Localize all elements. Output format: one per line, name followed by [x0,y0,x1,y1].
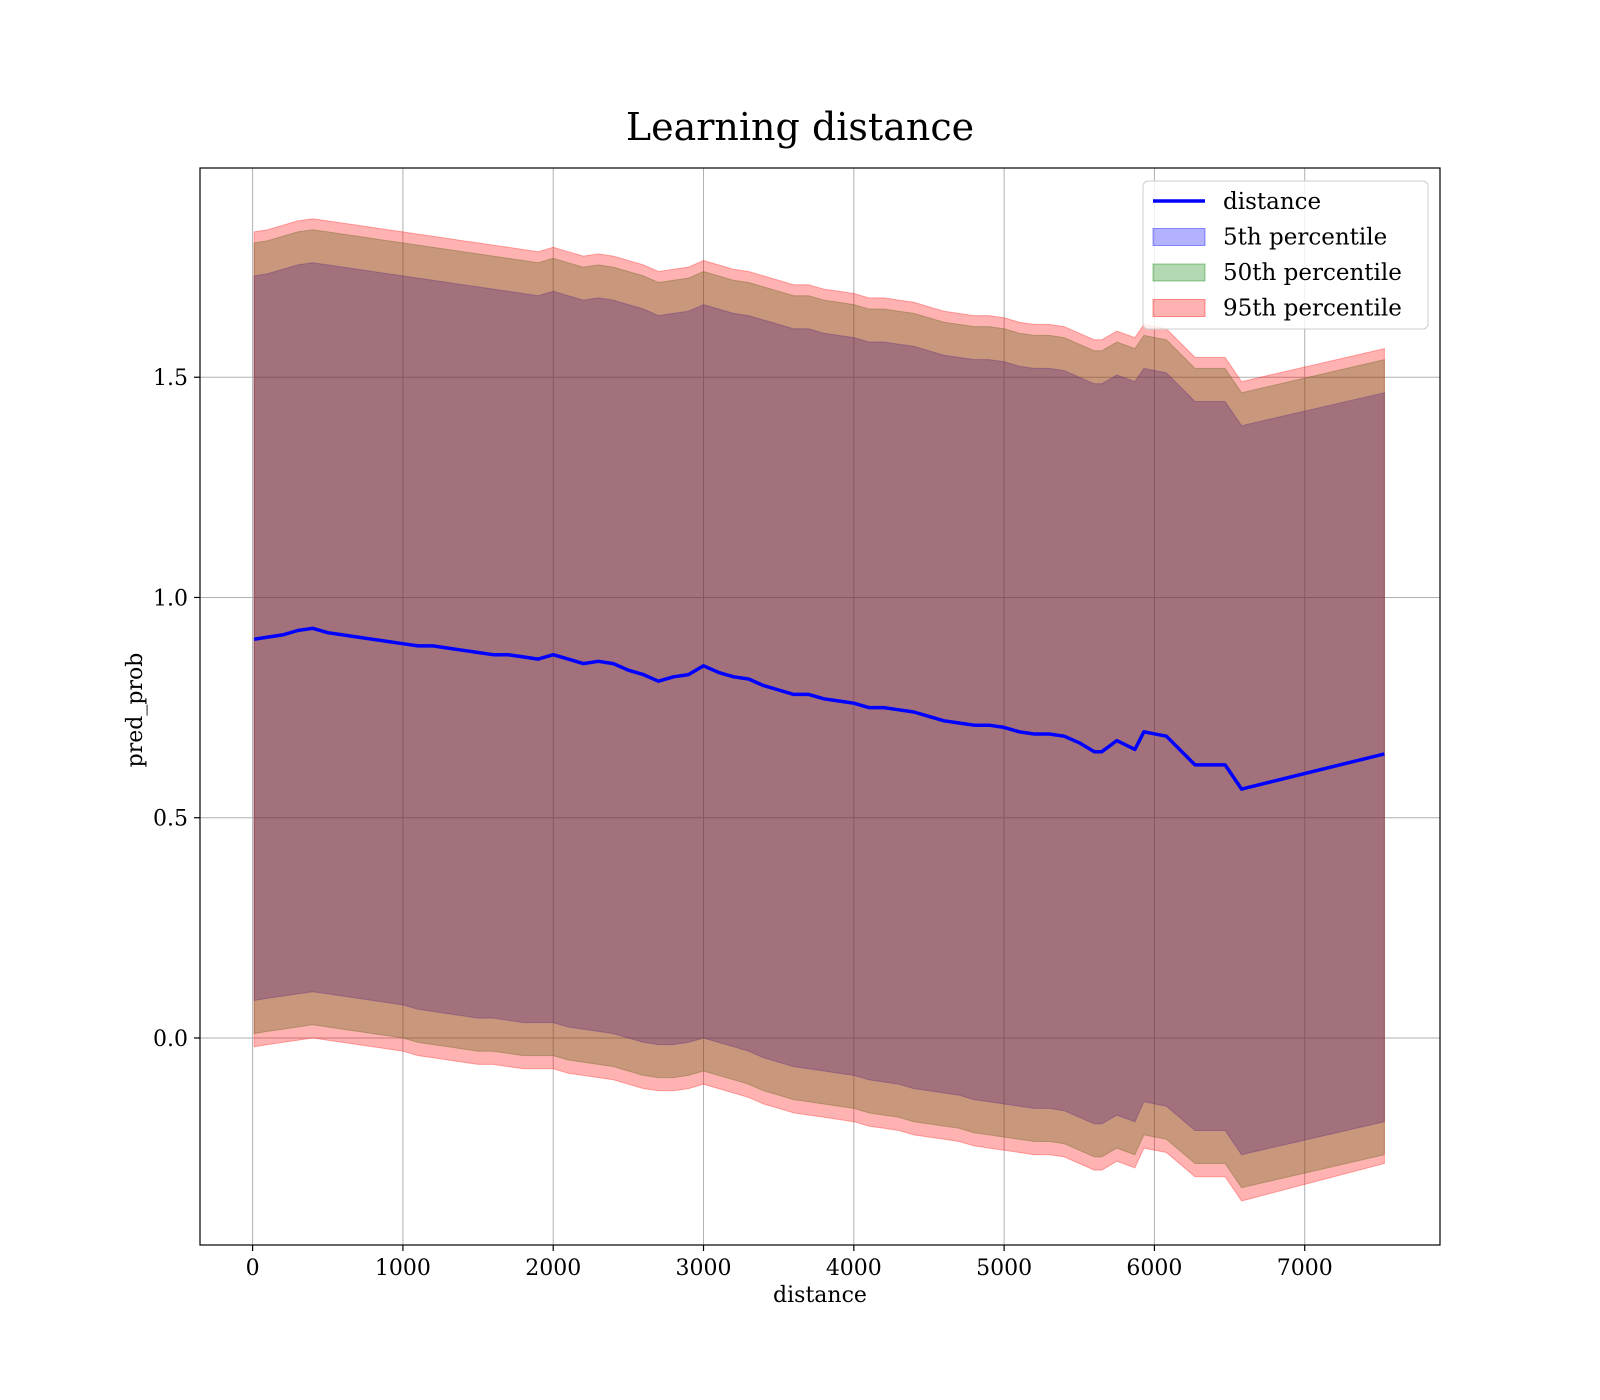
band-50th-percentile [253,229,1385,1189]
y-tick-label: 0.5 [153,807,188,832]
x-tick-label: 4000 [826,1256,882,1281]
legend-label: distance [1223,189,1321,215]
legend-label: 50th percentile [1223,260,1402,286]
legend-swatch-band [1152,299,1206,317]
x-tick-label: 2000 [525,1256,581,1281]
x-axis-label: distance [773,1283,867,1308]
y-axis-label: pred_prob [123,653,148,768]
x-tick-label: 0 [246,1256,260,1281]
legend: distance 5th percentile 50th percentile 95t… [1142,180,1429,330]
legend-swatch-band [1152,263,1206,282]
x-tick-label: 1000 [375,1256,431,1281]
plot-background [200,168,1440,1245]
y-tick-label: 1.0 [153,586,188,611]
legend-label: 95th percentile [1223,296,1402,322]
x-tick-label: 6000 [1126,1256,1182,1281]
y-tick-label: 1.5 [153,366,188,391]
legend-label: 5th percentile [1223,225,1387,251]
plot-frame [199,167,1441,1246]
series-line-distance [253,626,1385,791]
chart-title: Learning distance [626,105,974,149]
y-tick-label: 0.0 [153,1027,188,1052]
x-tick-label: 5000 [976,1256,1032,1281]
plot-area: 0 1000 2000 3000 4000 5000 6000 7000 0.0 0.5 1.0 1.… [153,167,1441,1281]
legend-box [1142,180,1429,330]
x-tick-label: 7000 [1277,1256,1333,1281]
x-tick-label: 3000 [676,1256,732,1281]
band-95th-percentile [253,218,1385,1202]
legend-swatch-band [1152,228,1206,246]
band-5th-percentile [253,262,1385,1156]
